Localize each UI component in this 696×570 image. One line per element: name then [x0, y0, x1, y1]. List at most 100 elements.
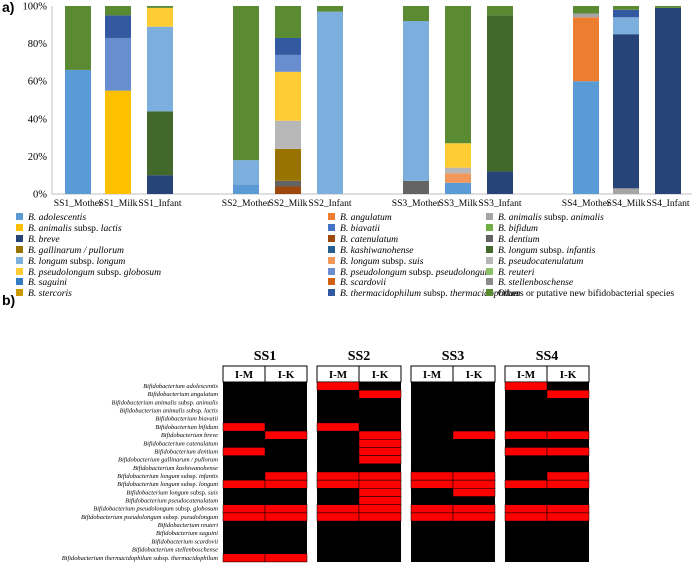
heat-cell-absent	[359, 545, 401, 554]
legend-swatch	[16, 289, 23, 297]
heatmap-group-background	[223, 382, 307, 562]
x-tick-label: SS1_Mother	[54, 198, 103, 209]
legend-swatch	[16, 213, 23, 220]
heat-cell-present	[316, 381, 360, 391]
legend-swatch	[328, 245, 335, 253]
bar-segment-ss2-infant-others	[317, 6, 343, 12]
heat-cell-absent	[223, 471, 265, 481]
heat-cell-absent	[453, 439, 495, 448]
legend-item-scardovii: B. scardovii	[328, 277, 386, 289]
bar-segment-ss3-milk-others	[445, 6, 471, 144]
heat-cell-absent	[411, 545, 453, 554]
x-tick-label: SS4_Milk	[607, 198, 646, 209]
heat-cell-present	[264, 504, 308, 514]
legend-item-suis: B. longum subsp. suis	[328, 256, 423, 268]
heat-cell-absent	[265, 422, 307, 432]
legend-label: B. gallinarum / pullorum	[28, 244, 124, 256]
heat-cell-present	[358, 389, 402, 399]
heat-cell-absent	[411, 422, 453, 432]
heat-cell-present	[358, 471, 402, 481]
row-label-bifidobacterium-longum-subsp-infantis: Bifidobacterium longum subsp. infantis	[117, 473, 218, 480]
heatmap-group-background	[505, 382, 589, 562]
bar-segment-ss4-milk-others	[613, 6, 639, 10]
legend-label: B. animalis subsp. animalis	[498, 212, 604, 223]
heat-cell-absent	[547, 398, 589, 407]
heat-cell-absent	[547, 463, 589, 472]
row-label-bifidobacterium-pseudolongum-subsp-pseudolongum: Bifidobacterium pseudolongum subsp. pseu…	[81, 514, 218, 521]
bar-segment-ss3-mother-dentium	[403, 180, 429, 194]
heat-cell-absent	[505, 529, 547, 538]
heat-cell-absent	[411, 521, 453, 530]
legend-swatch	[486, 289, 493, 297]
legend-label: B. breve	[28, 233, 60, 245]
legend-label: B. adolescentis	[28, 212, 87, 223]
heat-cell-present	[222, 479, 266, 489]
y-tick-label: 0%	[33, 190, 47, 201]
heat-cell-present	[222, 422, 266, 432]
heat-cell-present	[410, 471, 454, 481]
legend-item-animalis_animalis: B. animalis subsp. animalis	[486, 212, 604, 224]
heat-cell-absent	[411, 463, 453, 472]
legend-swatch	[486, 256, 493, 264]
legend-label: B. animalis subsp. lactis	[28, 222, 122, 234]
legend-label: B. scardovii	[340, 277, 387, 289]
subcolumn-header-i-k: I-K	[372, 369, 389, 381]
heat-cell-absent	[505, 390, 547, 399]
bar-segment-ss2-infant-longum	[317, 11, 343, 195]
heat-cell-absent	[505, 553, 547, 562]
legend-item-thermacidophilum: B. thermacidophilum subsp. thermacidophi…	[328, 288, 520, 300]
heat-cell-present	[504, 512, 548, 522]
legend-label: Others or putative new bifidobacterial s…	[498, 288, 675, 300]
legend-label: B. reuteri	[498, 266, 535, 278]
legend-item-stercoris: B. stercoris	[16, 288, 72, 300]
legend-item-pseudocatenulatum: B. pseudocatenulatum	[486, 256, 583, 268]
heat-cell-absent	[265, 521, 307, 530]
heat-cell-absent	[547, 553, 589, 562]
legend-item-angulatum: B. angulatum	[328, 212, 392, 224]
legend-label: B. catenulatum	[340, 233, 399, 245]
legend-item-adolescentis: B. adolescentis	[16, 212, 86, 224]
bar-segment-ss4-milk-longum	[613, 17, 639, 35]
panel-b-label: b)	[2, 292, 16, 308]
legend-item-bifidum: B. bifidum	[486, 223, 538, 235]
heat-cell-present	[358, 504, 402, 514]
heat-cell-absent	[265, 463, 307, 472]
legend-swatch	[16, 234, 23, 242]
group-title-ss1: SS1	[254, 349, 277, 364]
bar-segment-ss2-mother-others	[233, 6, 259, 161]
legend-swatch	[328, 278, 335, 286]
bar-segment-ss4-milk-animalis_animalis	[613, 188, 639, 194]
heat-cell-present	[504, 381, 548, 391]
bar-segment-ss1-milk-pseudolongum	[105, 37, 131, 91]
bar-segment-ss1-milk-animalis_lactis	[105, 90, 131, 194]
x-tick-label: SS2_Milk	[269, 198, 308, 209]
subcolumn-header-box	[452, 365, 496, 383]
legend-item-pseudolongum: B. pseudolongum subsp. pseudolongum	[328, 267, 492, 279]
heat-cell-absent	[547, 439, 589, 448]
heat-cell-absent	[453, 545, 495, 554]
bar-segment-ss2-mother-longum	[233, 160, 259, 185]
subcolumn-header-i-k: I-K	[466, 369, 483, 381]
heat-cell-absent	[223, 545, 265, 554]
heat-cell-absent	[411, 414, 453, 423]
heat-cell-present	[546, 447, 590, 456]
heat-cell-absent	[411, 406, 453, 415]
heat-cell-absent	[411, 455, 453, 464]
legend-item-biavatii: B. biavatii	[328, 223, 380, 235]
legend-swatch	[328, 267, 335, 275]
bar-segment-ss4-infant-breve	[655, 7, 681, 194]
heat-cell-absent	[547, 414, 589, 423]
row-label-bifidobacterium-gallinarum-pullorum: Bifidobacterium gallinarum / pullorum	[118, 457, 218, 464]
heat-cell-absent	[223, 406, 265, 415]
heat-cell-absent	[505, 406, 547, 415]
heat-cell-absent	[411, 488, 453, 497]
bar-segment-ss1-infant-longum	[147, 26, 173, 112]
legend-item-reuteri: B. reuteri	[486, 267, 534, 279]
heat-cell-present	[264, 479, 308, 489]
heat-cell-present	[504, 430, 548, 440]
row-label-bifidobacterium-adolescentis: Bifidobacterium adolescentis	[143, 383, 218, 390]
heat-cell-absent	[265, 496, 307, 505]
legend-swatch	[328, 256, 335, 264]
heat-cell-absent	[505, 422, 547, 432]
heat-cell-absent	[453, 422, 495, 432]
